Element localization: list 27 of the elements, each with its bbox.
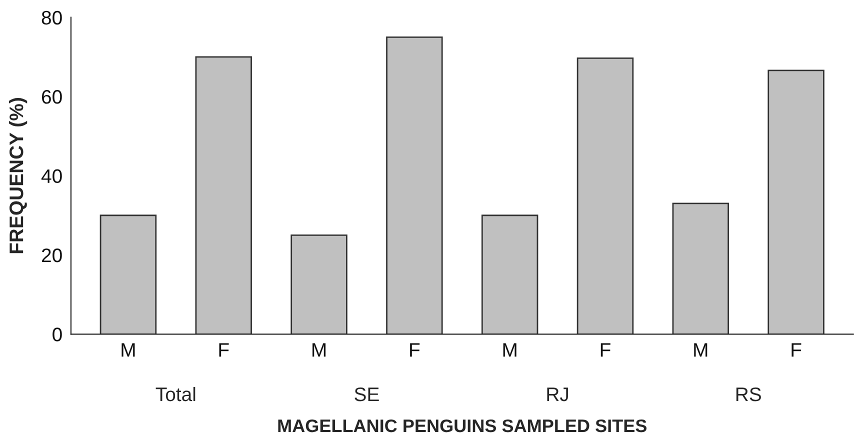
text: Total — [156, 386, 196, 402]
x-tick-label: F — [219, 343, 229, 357]
text: SE — [354, 387, 379, 402]
bar — [672, 202, 730, 334]
x-tick-label: F — [600, 343, 610, 357]
bar — [100, 214, 157, 334]
text: RS — [736, 387, 761, 402]
y-axis-title: FREQUENCY (%) — [8, 98, 28, 254]
y-tick-label: 60 — [42, 90, 62, 104]
bar — [290, 234, 348, 334]
y-tick-label: 40 — [41, 169, 62, 184]
x-tick-label: M — [694, 343, 708, 357]
x-tick-label: M — [312, 343, 326, 357]
text: RJ — [547, 388, 568, 402]
bar — [481, 214, 538, 334]
bar — [576, 57, 634, 334]
bar — [195, 56, 252, 334]
x-tick-label: F — [792, 343, 802, 357]
y-tick-label: 20 — [42, 248, 62, 262]
x-tick-label: F — [410, 343, 420, 357]
y-tick-label: 80 — [42, 10, 62, 25]
x-axis-title: MAGELLANIC PENGUINS SAMPLED SITES — [278, 419, 647, 432]
bar — [768, 70, 824, 334]
y-tick-label: 0 — [52, 328, 62, 342]
x-tick-label: M — [503, 343, 516, 357]
x-tick-label: M — [122, 343, 135, 357]
bar — [386, 36, 443, 334]
